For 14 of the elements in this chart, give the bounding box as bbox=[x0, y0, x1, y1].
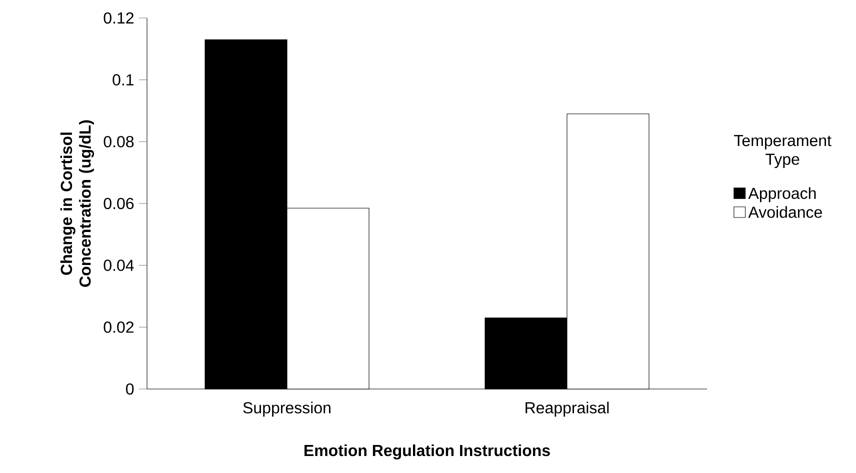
x-axis-title: Emotion Regulation Instructions bbox=[304, 444, 550, 460]
y-tick-label: 0.12 bbox=[104, 12, 134, 24]
legend-label: Avoidance bbox=[748, 206, 822, 218]
y-tick-label: 0.04 bbox=[104, 260, 134, 271]
x-tick-label: Suppression bbox=[243, 402, 330, 417]
y-tick-label: 0.08 bbox=[104, 136, 134, 148]
legend-label: Approach bbox=[748, 187, 816, 202]
x-tick-label: Reappraisal bbox=[526, 402, 609, 417]
y-tick-label: 0.1 bbox=[112, 74, 134, 86]
legend-title: Temperament Type bbox=[734, 135, 832, 168]
y-axis-title: Change in Cortisol Concentration (ug/dL) bbox=[60, 120, 94, 287]
y-tick-label: 0.06 bbox=[104, 198, 134, 210]
y-tick-label: 0.02 bbox=[104, 321, 134, 333]
y-tick-label: 0 bbox=[126, 383, 134, 395]
